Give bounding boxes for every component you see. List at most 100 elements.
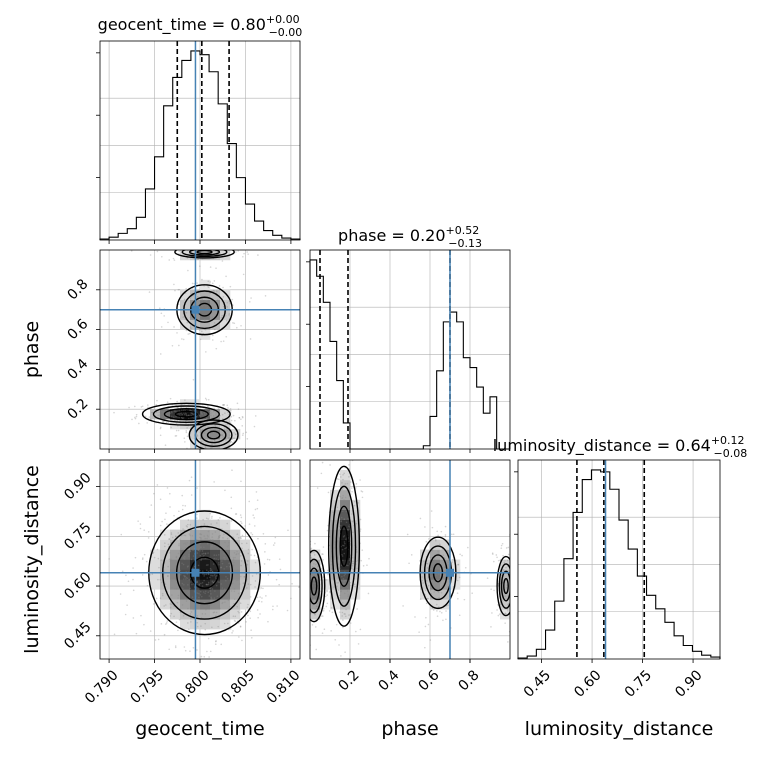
sample-point: [230, 520, 233, 522]
density-cell: [200, 429, 211, 440]
sample-point: [191, 583, 193, 586]
sample-point: [205, 418, 207, 420]
sample-point: [241, 534, 244, 537]
contour: [188, 419, 239, 449]
sample-point: [172, 416, 175, 418]
sample-point: [187, 607, 189, 610]
density-cell: [500, 589, 510, 600]
sample-point: [204, 592, 206, 595]
sample-point: [242, 255, 244, 258]
density-cell: [200, 539, 211, 550]
sample-point: [339, 599, 342, 602]
sample-point: [347, 588, 350, 590]
sample-point: [341, 500, 343, 503]
sample-point: [158, 411, 161, 414]
sample-point: [205, 305, 207, 307]
sample-point: [307, 593, 309, 595]
density-cell: [350, 569, 361, 580]
sample-point: [350, 567, 353, 570]
sample-point: [178, 250, 181, 253]
sample-point: [247, 548, 250, 551]
sample-point: [262, 587, 264, 590]
sample-point: [240, 522, 243, 524]
sample-point: [486, 577, 489, 579]
x-tick-label: 0.810: [264, 667, 304, 707]
sample-point: [190, 581, 192, 583]
sample-point: [178, 518, 181, 520]
sample-point: [505, 566, 507, 569]
sample-point: [320, 615, 323, 617]
sample-point: [229, 285, 232, 288]
sample-point: [439, 576, 441, 579]
sample-point: [507, 553, 510, 556]
sample-point: [507, 546, 510, 549]
sample-point: [238, 636, 240, 638]
sample-point: [337, 563, 340, 566]
sample-point: [196, 625, 199, 628]
sample-point: [204, 397, 207, 400]
density-cell: [330, 589, 341, 600]
sample-point: [159, 597, 162, 600]
sample-point: [457, 563, 459, 566]
sample-point: [222, 340, 225, 342]
sample-point: [513, 613, 515, 615]
sample-point: [189, 409, 192, 411]
sample-point: [336, 540, 339, 542]
sample-point: [176, 247, 178, 249]
density-cell: [430, 539, 441, 550]
density-cell: [240, 569, 251, 580]
sample-point: [333, 546, 336, 549]
density-cell: [200, 579, 211, 590]
sample-point: [162, 411, 165, 413]
density-cell: [500, 599, 510, 610]
density-cell: [220, 569, 231, 580]
sample-point: [357, 502, 359, 504]
sample-point: [207, 573, 210, 575]
sample-point: [188, 555, 190, 558]
sample-point: [214, 643, 217, 646]
sample-point: [344, 547, 346, 550]
sample-point: [361, 490, 364, 493]
sample-point: [224, 588, 226, 590]
sample-point: [228, 541, 230, 544]
sample-point: [199, 533, 202, 535]
sample-point: [430, 510, 433, 512]
sample-point: [341, 548, 344, 551]
sample-point: [360, 559, 363, 562]
sample-point: [230, 415, 233, 418]
sample-point: [147, 406, 149, 409]
sample-point: [184, 399, 186, 401]
sample-point: [217, 558, 220, 561]
sample-point: [512, 576, 514, 578]
sample-point: [314, 574, 317, 577]
sample-point: [199, 594, 202, 596]
sample-point: [204, 537, 207, 540]
sample-point: [245, 621, 247, 623]
sample-point: [347, 595, 349, 598]
sample-point: [424, 526, 426, 528]
sample-point: [256, 596, 259, 599]
sample-point: [442, 619, 444, 622]
sample-point: [244, 525, 246, 527]
sample-point: [240, 611, 243, 613]
sample-point: [153, 556, 156, 559]
x-tick-label: 0.795: [127, 667, 167, 707]
x-tick-label: 0.8: [456, 667, 483, 694]
sample-point: [310, 547, 313, 550]
sample-point: [425, 540, 428, 543]
panels-layer: [96, 40, 721, 660]
sample-point: [169, 412, 172, 414]
sample-point: [152, 551, 155, 553]
sample-point: [161, 255, 163, 258]
density-cell: [180, 419, 191, 430]
sample-point: [444, 534, 447, 536]
sample-point: [278, 583, 280, 586]
sample-point: [159, 434, 162, 437]
sample-point: [159, 415, 161, 417]
title-luminosity_distance: luminosity_distance = 0.64+0.12 −0.08: [493, 434, 748, 460]
sample-point: [159, 413, 161, 416]
sample-point: [235, 251, 237, 253]
sample-point: [188, 414, 190, 417]
sample-point: [230, 409, 232, 412]
sample-point: [143, 623, 145, 626]
